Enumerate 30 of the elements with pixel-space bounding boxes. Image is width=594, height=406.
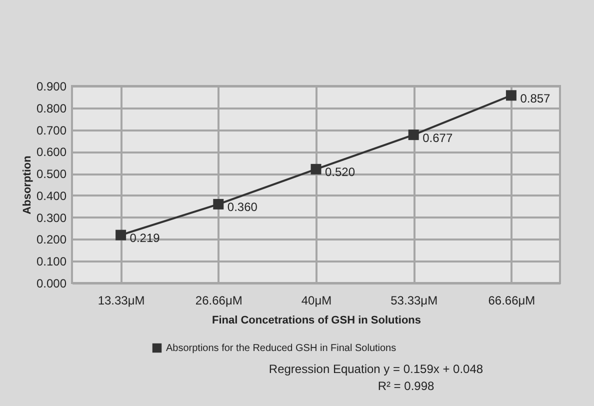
data-label: 0.857 bbox=[520, 91, 551, 106]
data-label: 0.360 bbox=[227, 200, 258, 214]
text: R² = 0.998 bbox=[378, 379, 435, 393]
point bbox=[506, 90, 516, 101]
y-tick-label: 0.200 bbox=[36, 232, 67, 247]
point bbox=[213, 198, 224, 210]
y-tick-label: 0.900 bbox=[36, 80, 67, 94]
y-tick-label: 0.400 bbox=[36, 188, 67, 203]
point bbox=[408, 130, 419, 140]
y-tick-label: 0.100 bbox=[36, 254, 67, 269]
x-axis-title: Final Concetrations of GSH in Solutions bbox=[212, 314, 422, 326]
y-tick-label: 0.300 bbox=[36, 210, 67, 225]
y-axis-title: Absorption bbox=[21, 155, 34, 214]
data-label: 0.677 bbox=[422, 130, 453, 145]
y-tick-label: 0.800 bbox=[36, 101, 67, 116]
y-tick-label: 0.500 bbox=[36, 167, 67, 182]
point bbox=[116, 230, 126, 240]
text: Regression Equation y = 0.159x + 0.048 bbox=[268, 362, 484, 376]
data-label: 0.219 bbox=[130, 231, 160, 246]
x-tick-label: 40μM bbox=[301, 294, 332, 308]
y-tick-label: 0.000 bbox=[36, 276, 67, 290]
x-tick-label: 66.66μM bbox=[488, 294, 536, 308]
point bbox=[310, 164, 322, 174]
data-label: 0.520 bbox=[325, 165, 356, 180]
x-tick-label: 53.33μM bbox=[390, 294, 438, 308]
y-tick-label: 0.600 bbox=[36, 145, 67, 160]
y-tick-label: 0.700 bbox=[36, 123, 67, 138]
legend-label: Absorptions for the Reduced GSH in Final Solutions bbox=[166, 343, 396, 354]
x-tick-label: 13.33μM bbox=[98, 294, 145, 308]
x-tick-label: 26.66μM bbox=[195, 294, 242, 308]
